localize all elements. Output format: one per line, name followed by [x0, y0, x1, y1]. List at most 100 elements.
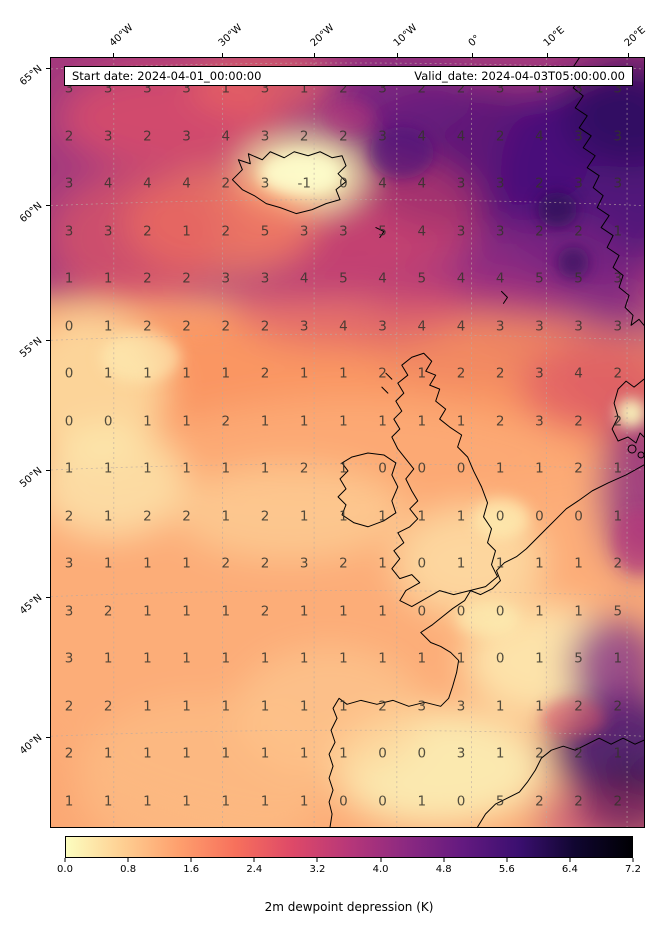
grid-value: 1 [64, 270, 74, 287]
map-area: 3 3 3 3 1 3 1 2 3 2 2 3 1 3 3 2 3 2 3 4 3 2 2 3 4 4 2 4 3 3 3 4 4 4 2 3 -1 0 4… [50, 57, 645, 828]
grid-value: 3 [103, 80, 113, 97]
lon-tick-mark [113, 53, 114, 58]
colorbar-tick-label: 1.6 [183, 864, 200, 875]
lat-tick-label: 40°N [17, 732, 45, 758]
grid-value: 1 [574, 555, 583, 572]
grid-value: 0 [103, 412, 113, 429]
grid-value: 3 [535, 317, 544, 334]
grid-value: 2 [182, 317, 191, 334]
colorbar-tick-label: 2.4 [246, 864, 263, 875]
grid-value: 2 [143, 507, 152, 524]
grid-value: 1 [260, 460, 270, 477]
grid-value: 1 [182, 222, 191, 239]
grid-value: 1 [339, 697, 348, 714]
grid-value: 0 [417, 555, 427, 572]
grid-value: 1 [417, 792, 427, 809]
lon-tick-label: 20°W [308, 22, 337, 49]
lon-tick-label: 10°E [541, 24, 567, 49]
grid-value: 2 [221, 412, 231, 429]
grid-value: 4 [378, 175, 387, 192]
grid-value: 1 [182, 792, 191, 809]
grid-value: 1 [378, 650, 387, 667]
grid-value: 3 [613, 317, 623, 334]
grid-value: 2 [535, 792, 544, 809]
grid-value: 5 [613, 602, 623, 619]
lon-tick-mark [472, 53, 473, 58]
grid-value: 0 [64, 365, 74, 382]
grid-value: 0 [417, 602, 427, 619]
grid-value: 1 [299, 792, 309, 809]
colorbar-label: 2m dewpoint depression (K) [264, 900, 434, 914]
grid-value: 1 [143, 650, 152, 667]
grid-value: 4 [182, 175, 191, 192]
grid-value: 3 [495, 317, 505, 334]
grid-value: 0 [456, 792, 466, 809]
grid-value: 2 [221, 175, 231, 192]
grid-value: 1 [299, 80, 309, 97]
lat-tick-label: 65°N [17, 63, 45, 89]
grid-value: 1 [417, 650, 427, 667]
grid-value: 1 [417, 507, 427, 524]
grid-value: 3 [417, 697, 427, 714]
grid-value: 2 [143, 222, 152, 239]
grid-value: 2 [299, 460, 309, 477]
grid-value: 0 [535, 507, 544, 524]
grid-value: 1 [221, 650, 231, 667]
lat-tick-mark [46, 205, 51, 206]
grid-value: 1 [143, 460, 152, 477]
grid-value: 2 [260, 365, 270, 382]
grid-value: 1 [378, 412, 387, 429]
grid-value: 1 [182, 602, 191, 619]
grid-value: 2 [182, 507, 191, 524]
grid-value: 3 [456, 175, 466, 192]
grid-value: 2 [221, 555, 231, 572]
grid-value: 4 [456, 127, 466, 144]
grid-value: 0 [417, 745, 427, 762]
grid-value: 1 [456, 650, 466, 667]
grid-value: 3 [535, 412, 544, 429]
grid-value: 1 [221, 745, 231, 762]
lon-tick-label: 0° [466, 33, 483, 49]
grid-value: 3 [182, 127, 191, 144]
grid-value: 1 [182, 555, 191, 572]
grid-value: 4 [221, 127, 231, 144]
grid-value: 5 [535, 270, 544, 287]
grid-value: 1 [221, 365, 231, 382]
colorbar-tick-mark [443, 858, 445, 862]
grid-value: 2 [574, 745, 583, 762]
grid-value: 1 [221, 602, 231, 619]
lon-tick-label: 20°E [622, 24, 648, 49]
grid-value: 1 [103, 270, 113, 287]
grid-value: 3 [378, 317, 387, 334]
colorbar-tick-mark [569, 858, 571, 862]
grid-value: 4 [299, 270, 309, 287]
colorbar-tick-mark [64, 858, 66, 862]
colorbar-tick-label: 6.4 [561, 864, 578, 875]
grid-value: 1 [143, 412, 152, 429]
grid-value: 1 [103, 317, 113, 334]
grid-value: 1 [613, 222, 623, 239]
grid-value: 2 [613, 365, 623, 382]
grid-value: 2 [574, 412, 583, 429]
grid-value: 2 [64, 697, 74, 714]
grid-value: 3 [613, 175, 623, 192]
colorbar-tick-label: 4.8 [435, 864, 452, 875]
grid-value: 1 [535, 650, 544, 667]
lon-tick-label: 40°W [107, 22, 136, 49]
grid-value: 1 [221, 792, 231, 809]
valid-date-label: Valid_date: 2024-04-03T05:00:00.00 [414, 69, 625, 83]
grid-value: 3 [221, 270, 231, 287]
date-strip: Start date: 2024-04-01_00:00:00 Valid_da… [64, 66, 633, 86]
grid-value: 3 [64, 175, 74, 192]
grid-value: 1 [182, 697, 191, 714]
start-date-label: Start date: 2024-04-01_00:00:00 [72, 69, 262, 83]
grid-value: 1 [299, 412, 309, 429]
grid-value: 1 [260, 745, 270, 762]
grid-value: 1 [495, 555, 505, 572]
grid-value: 2 [535, 222, 544, 239]
grid-value: 1 [613, 460, 623, 477]
grid-value: 1 [260, 412, 270, 429]
grid-value: 1 [299, 365, 309, 382]
grid-value: 1 [535, 460, 544, 477]
grid-value: 1 [221, 80, 231, 97]
